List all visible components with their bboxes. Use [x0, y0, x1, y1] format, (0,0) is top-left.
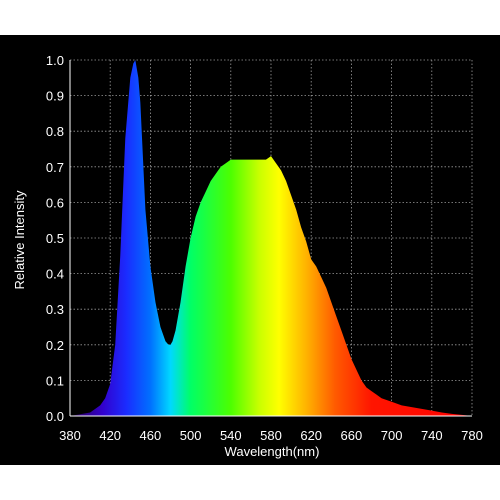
spectrum-area-series [70, 60, 472, 416]
x-tick-label: 700 [381, 428, 403, 443]
x-axis-title: Wavelength(nm) [225, 444, 320, 459]
y-tick-label: 0.6 [46, 195, 64, 210]
y-tick-label: 0.7 [46, 160, 64, 175]
x-tick-label: 780 [461, 428, 483, 443]
y-tick-label: 0.9 [46, 89, 64, 104]
y-tick-label: 0.4 [46, 267, 64, 282]
x-tick-label: 740 [421, 428, 443, 443]
y-tick-label: 0.0 [46, 409, 64, 424]
x-tick-label: 380 [59, 428, 81, 443]
axes: 380 420 460 500 540 580 620 660 700 740 780 0.0 0.1 0… [46, 53, 483, 443]
x-tick-label: 500 [180, 428, 202, 443]
y-tick-label: 0.1 [46, 373, 64, 388]
x-tick-label: 540 [220, 428, 242, 443]
y-tick-label: 0.3 [46, 302, 64, 317]
spectrum-area [70, 60, 472, 416]
x-tick-label: 660 [341, 428, 363, 443]
y-tick-label: 1.0 [46, 53, 64, 68]
x-tick-label: 420 [99, 428, 121, 443]
y-tick-label: 0.5 [46, 231, 64, 246]
x-tick-label: 460 [140, 428, 162, 443]
x-tick-label: 620 [300, 428, 322, 443]
y-axis-title: Relative Intensity [12, 190, 27, 289]
axis-labels: Wavelength(nm) Relative Intensity [12, 190, 319, 459]
x-tick-label: 580 [260, 428, 282, 443]
y-tick-label: 0.8 [46, 124, 64, 139]
y-tick-label: 0.2 [46, 338, 64, 353]
